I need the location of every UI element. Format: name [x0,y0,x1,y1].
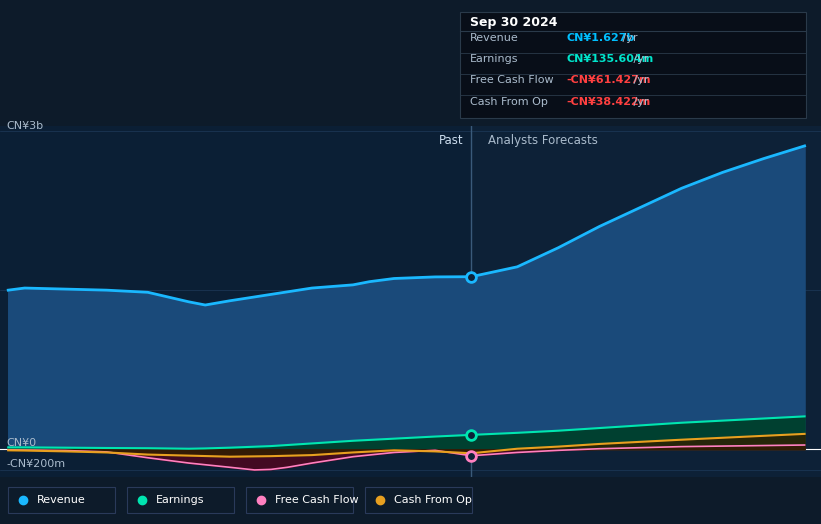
Text: CN¥3b: CN¥3b [7,121,44,131]
Text: 2024: 2024 [338,478,368,491]
Text: /yr: /yr [630,54,648,64]
Text: -CN¥61.427m: -CN¥61.427m [566,75,651,85]
Text: 2022: 2022 [10,478,39,491]
Text: Cash From Op: Cash From Op [394,495,472,506]
Text: /yr: /yr [630,97,648,107]
Bar [0,126,471,477]
Text: 2025: 2025 [502,478,532,491]
Text: Free Cash Flow: Free Cash Flow [470,75,553,85]
Text: CN¥1.627b: CN¥1.627b [566,33,635,43]
Text: -CN¥200m: -CN¥200m [7,460,66,470]
Text: /yr: /yr [619,33,637,43]
Text: Analysts Forecasts: Analysts Forecasts [488,134,598,147]
Text: Past: Past [438,134,463,147]
Text: Free Cash Flow: Free Cash Flow [275,495,359,506]
Text: CN¥135.604m: CN¥135.604m [566,54,654,64]
Text: 2026: 2026 [667,478,696,491]
Text: Revenue: Revenue [470,33,519,43]
Text: 2023: 2023 [174,478,204,491]
Text: Earnings: Earnings [156,495,204,506]
Text: CN¥0: CN¥0 [7,438,37,448]
Text: Revenue: Revenue [37,495,85,506]
Text: /yr: /yr [630,75,648,85]
Text: -CN¥38.422m: -CN¥38.422m [566,97,651,107]
Text: Cash From Op: Cash From Op [470,97,548,107]
Text: Sep 30 2024: Sep 30 2024 [470,16,557,29]
Text: Earnings: Earnings [470,54,518,64]
